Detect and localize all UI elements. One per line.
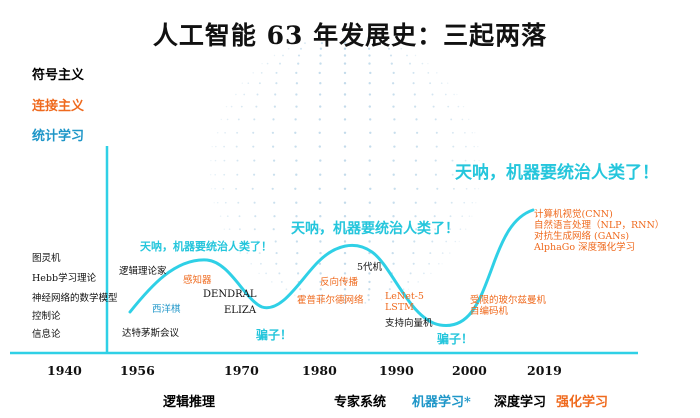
event-gan: 对抗生成网络 (GANs) <box>534 231 630 242</box>
era-logic-reasoning: 逻辑推理 <box>163 395 216 410</box>
event-eliza: ELIZA <box>224 305 257 316</box>
exclaim-second: 天呐，机器要统治人类了！ <box>291 221 459 237</box>
event-rbm: 受限的玻尔兹曼机 <box>470 295 547 306</box>
exclaim-liar-1: 骗子！ <box>256 328 293 342</box>
event-fifth-gen-computer: 5代机 <box>357 262 383 273</box>
event-svm: 支持向量机 <box>385 318 433 329</box>
exclaim-first: 天呐，机器要统治人类了！ <box>140 240 272 253</box>
event-backprop: 反向传播 <box>320 277 359 288</box>
legend-statistical-learning: 统计学习 <box>32 129 85 144</box>
event-cnn: 计算机视觉(CNN) <box>534 209 613 220</box>
year-1956: 1956 <box>120 363 155 378</box>
page-title: 人工智能 63 年发展史：三起两落 <box>152 21 548 50</box>
event-hopfield: 霍普菲尔德网络 <box>297 295 364 306</box>
year-1980: 1980 <box>302 363 337 378</box>
event-nlp: 自然语言处理（NLP，RNN） <box>534 220 665 231</box>
event-alphago: AlphaGo 深度强化学习 <box>534 242 636 253</box>
year-2000: 2000 <box>452 363 487 378</box>
label-hebb-theory: Hebb学习理论 <box>32 273 97 284</box>
legend-connectionism: 连接主义 <box>32 99 85 114</box>
event-dendral: DENDRAL <box>203 289 257 300</box>
era-reinforcement-learning: 强化学习 <box>556 395 609 410</box>
event-lstm: LSTM <box>385 302 414 313</box>
label-information-theory: 信息论 <box>32 329 61 340</box>
event-checkers: 西洋棋 <box>152 304 181 315</box>
event-autoencoder: 自编码机 <box>470 306 509 317</box>
label-neural-math-model: 神经网络的数学模型 <box>32 293 118 304</box>
event-perceptron: 感知器 <box>183 275 212 286</box>
legend-symbolism: 符号主义 <box>32 68 85 83</box>
year-1990: 1990 <box>379 363 414 378</box>
event-dartmouth: 达特茅斯会议 <box>122 328 180 339</box>
era-expert-systems: 专家系统 <box>334 395 387 410</box>
era-machine-learning: 机器学习* <box>412 395 471 410</box>
exclaim-third: 天呐，机器要统治人类了！ <box>455 163 659 183</box>
label-cybernetics: 控制论 <box>32 311 61 322</box>
year-1970: 1970 <box>224 363 259 378</box>
year-1940: 1940 <box>47 363 82 378</box>
era-deep-learning: 深度学习 <box>494 395 547 410</box>
event-logic-theorist: 逻辑理论家 <box>119 266 167 277</box>
ai-development-curve <box>128 208 535 327</box>
event-lenet: LeNet-5 <box>385 291 424 302</box>
year-2019: 2019 <box>527 363 562 378</box>
label-turing-machine: 图灵机 <box>32 253 61 264</box>
exclaim-liar-2: 骗子！ <box>437 332 474 346</box>
